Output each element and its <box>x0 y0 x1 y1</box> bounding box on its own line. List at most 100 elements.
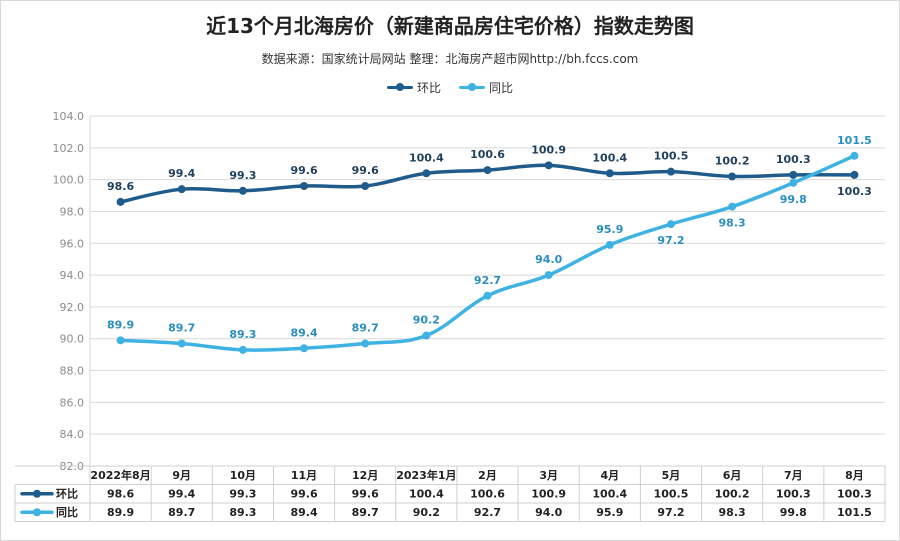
data-label-tongbi: 99.8 <box>780 193 807 206</box>
table-cell-huanbi: 100.3 <box>837 488 872 501</box>
data-point-huanbi <box>361 182 370 190</box>
data-point-huanbi <box>850 170 859 179</box>
table-cell-tongbi: 97.2 <box>657 506 684 519</box>
table-cell-huanbi: 100.4 <box>409 488 444 501</box>
series-line-tongbi <box>118 154 857 352</box>
data-point-tongbi <box>422 331 431 340</box>
data-label-huanbi: 100.4 <box>592 151 627 164</box>
table-row-label-tongbi: 同比 <box>56 505 78 519</box>
table-header-cell: 11月 <box>291 469 317 482</box>
y-tick-label: 96.0 <box>60 237 85 250</box>
y-tick-label: 88.0 <box>60 365 85 378</box>
data-point-tongbi <box>789 178 798 187</box>
y-tick-label: 102.0 <box>53 142 85 155</box>
table-cell-huanbi: 99.6 <box>352 488 379 501</box>
table-header-cell: 12月 <box>352 469 378 482</box>
legend: 环比 同比 <box>0 79 900 96</box>
y-tick-label: 100.0 <box>53 174 85 187</box>
table-header-cell: 9月 <box>172 469 191 482</box>
data-label-tongbi: 89.4 <box>290 326 317 339</box>
legend-swatch-tongbi <box>459 83 485 91</box>
y-tick-label: 104.0 <box>53 110 85 123</box>
data-point-tongbi <box>300 344 309 353</box>
table-cell-tongbi: 89.3 <box>229 506 256 519</box>
data-label-tongbi: 89.9 <box>107 318 134 331</box>
data-label-huanbi: 98.6 <box>107 180 134 193</box>
data-point-huanbi <box>422 169 431 178</box>
legend-swatch-huanbi <box>386 83 413 91</box>
data-label-tongbi: 89.7 <box>352 322 379 335</box>
table-header-cell: 2023年1月 <box>396 468 456 482</box>
data-label-tongbi: 92.7 <box>474 274 501 287</box>
data-point-tongbi <box>116 336 125 345</box>
data-point-tongbi <box>605 240 614 249</box>
table-header-cell: 2月 <box>478 469 497 482</box>
data-label-tongbi: 89.3 <box>229 328 256 341</box>
table-cell-tongbi: 101.5 <box>837 506 872 519</box>
data-point-tongbi <box>483 291 492 300</box>
table-cell-tongbi: 89.7 <box>168 506 195 519</box>
data-point-tongbi <box>177 339 186 348</box>
table-cell-huanbi: 100.4 <box>592 488 627 501</box>
data-point-huanbi <box>544 161 553 170</box>
legend-item-tongbi: 同比 <box>459 79 513 96</box>
table-header-cell: 4月 <box>600 469 619 482</box>
data-label-tongbi: 89.7 <box>168 322 195 335</box>
table-cell-tongbi: 94.0 <box>535 506 562 519</box>
table-cell-tongbi: 89.7 <box>352 506 379 519</box>
y-tick-label: 92.0 <box>60 301 85 314</box>
data-label-tongbi: 90.2 <box>413 314 440 327</box>
data-label-huanbi: 99.6 <box>290 164 317 177</box>
table-header-cell: 5月 <box>662 469 681 482</box>
data-label-tongbi: 97.2 <box>657 234 684 247</box>
table-cell-huanbi: 100.2 <box>715 488 750 501</box>
legend-label-huanbi: 环比 <box>416 81 441 95</box>
table-header-cell: 10月 <box>230 469 256 482</box>
table-header-cell: 7月 <box>784 469 803 482</box>
table-cell-tongbi: 90.2 <box>413 506 440 519</box>
y-tick-label: 84.0 <box>60 428 85 441</box>
data-point-tongbi <box>666 220 675 229</box>
data-label-huanbi: 100.5 <box>654 150 689 163</box>
data-point-huanbi <box>666 167 675 176</box>
table-cell-tongbi: 89.9 <box>107 506 134 519</box>
data-label-tongbi: 101.5 <box>837 134 872 147</box>
table-cell-huanbi: 100.6 <box>470 488 505 501</box>
y-tick-label: 94.0 <box>60 269 85 282</box>
data-label-tongbi: 98.3 <box>719 217 746 230</box>
data-label-tongbi: 94.0 <box>535 253 562 266</box>
table-key-marker-huanbi <box>33 489 41 498</box>
y-tick-label: 86.0 <box>60 396 85 409</box>
table-header-cell: 6月 <box>723 469 742 482</box>
data-point-huanbi <box>483 166 492 175</box>
data-label-huanbi: 100.2 <box>715 154 750 167</box>
legend-item-huanbi: 环比 <box>386 79 441 96</box>
data-point-huanbi <box>605 169 614 178</box>
table-cell-tongbi: 95.9 <box>596 506 623 519</box>
table-header-cell: 3月 <box>539 469 558 482</box>
data-point-tongbi <box>544 271 553 280</box>
table-cell-tongbi: 98.3 <box>719 506 746 519</box>
data-point-tongbi <box>361 339 370 348</box>
table-cell-tongbi: 89.4 <box>290 506 317 519</box>
data-point-huanbi <box>300 182 309 190</box>
data-point-tongbi <box>728 202 737 211</box>
table-cell-huanbi: 98.6 <box>107 488 134 501</box>
table-cell-huanbi: 100.9 <box>531 488 566 501</box>
table-cell-tongbi: 99.8 <box>780 506 807 519</box>
data-point-huanbi <box>728 172 737 181</box>
data-label-huanbi: 99.4 <box>168 167 195 180</box>
table-row-label-huanbi: 环比 <box>56 487 78 501</box>
table-cell-huanbi: 99.3 <box>229 488 256 501</box>
data-label-tongbi: 95.9 <box>596 223 623 236</box>
data-label-huanbi: 99.6 <box>352 164 379 177</box>
legend-label-tongbi: 同比 <box>489 81 514 95</box>
data-label-huanbi: 100.6 <box>470 148 505 161</box>
data-point-tongbi <box>850 151 859 160</box>
table-cell-huanbi: 100.5 <box>654 488 689 501</box>
table-header-cell: 8月 <box>845 469 864 482</box>
y-tick-label: 90.0 <box>60 333 85 346</box>
data-label-huanbi: 100.9 <box>531 143 566 156</box>
table-cell-huanbi: 99.4 <box>168 488 195 501</box>
